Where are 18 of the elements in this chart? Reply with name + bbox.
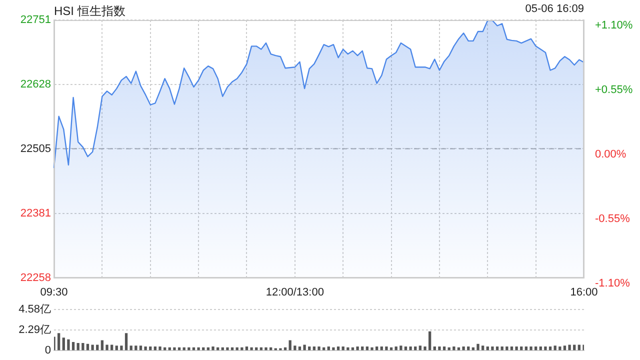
y-tick-label: 4.58亿 (18, 304, 51, 316)
y-tick-label: 22505 (20, 142, 51, 155)
y-tick-label: 2.29亿 (18, 324, 51, 336)
y2-tick-label: -0.55% (595, 213, 630, 226)
x-tick-label: 12:00/13:00 (266, 286, 324, 299)
y2-tick-label: +1.10% (595, 20, 633, 32)
x-tick-label: 09:30 (40, 286, 68, 299)
y-tick-label: 22258 (20, 272, 51, 284)
text: 05-06 16:09 (525, 3, 584, 15)
y-tick-label: 22628 (20, 78, 51, 90)
y2-tick-label: -1.10% (595, 278, 630, 290)
y-tick-label: 22751 (20, 14, 51, 26)
chart-title: HSI 恒生指数 (54, 3, 126, 20)
y2-tick-label: 0.00% (595, 148, 626, 161)
x-tick-label: 16:00 (570, 286, 598, 299)
y2-tick-label: +0.55% (595, 84, 633, 96)
y-tick-label: 22381 (20, 208, 51, 220)
y-tick-label: 0 (44, 344, 51, 356)
